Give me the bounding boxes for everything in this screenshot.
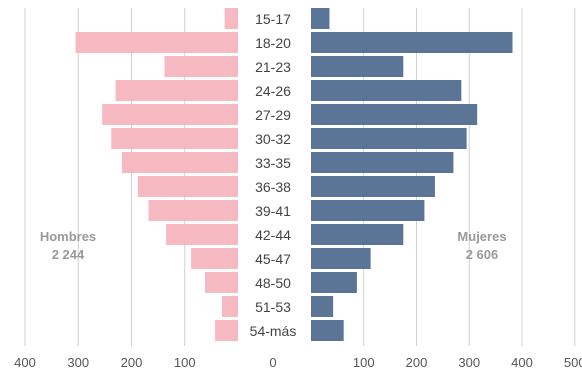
bar-hombres-33-35 <box>121 152 238 173</box>
bar-hombres-18-20 <box>75 32 239 53</box>
right-axis-ticks: 100 200 300 400 500 <box>353 355 582 370</box>
mujeres-legend-label: Mujeres <box>457 229 506 244</box>
tick-right-100: 100 <box>353 355 375 370</box>
age-label-48-50: 48-50 <box>255 275 291 291</box>
age-label-36-38: 36-38 <box>255 179 291 195</box>
bar-hombres-21-23 <box>164 56 238 77</box>
age-label-33-35: 33-35 <box>255 155 291 171</box>
bar-mujeres-24-26 <box>311 80 462 101</box>
bar-mujeres-51-53 <box>311 296 334 317</box>
bar-mujeres-54-más <box>311 320 344 341</box>
bar-mujeres-45-47 <box>311 248 371 269</box>
bar-mujeres-27-29 <box>311 104 478 125</box>
bar-hombres-15-17 <box>224 8 238 29</box>
tick-left-200: 200 <box>121 355 143 370</box>
bar-hombres-27-29 <box>102 104 239 125</box>
center-zero-tick: 0 <box>269 355 276 370</box>
age-label-15-17: 15-17 <box>255 11 291 27</box>
tick-left-400: 400 <box>14 355 36 370</box>
bar-hombres-36-38 <box>137 176 238 197</box>
hombres-bars <box>75 8 239 341</box>
tick-right-500: 500 <box>564 355 582 370</box>
bar-hombres-30-32 <box>111 128 238 149</box>
bar-mujeres-48-50 <box>311 272 357 293</box>
bar-mujeres-33-35 <box>311 152 454 173</box>
bar-hombres-51-53 <box>222 296 238 317</box>
bar-hombres-39-41 <box>148 200 238 221</box>
age-label-21-23: 21-23 <box>255 59 291 75</box>
age-label-39-41: 39-41 <box>255 203 291 219</box>
tick-right-200: 200 <box>406 355 428 370</box>
tick-left-100: 100 <box>174 355 196 370</box>
age-label-51-53: 51-53 <box>255 299 291 315</box>
age-label-45-47: 45-47 <box>255 251 291 267</box>
age-label-54-más: 54-más <box>250 323 297 339</box>
bar-mujeres-21-23 <box>311 56 404 77</box>
age-group-labels: 15-17 18-20 21-23 24-26 27-29 30-32 33-35 36-38… <box>250 11 297 339</box>
tick-right-400: 400 <box>511 355 533 370</box>
bar-mujeres-36-38 <box>311 176 435 197</box>
bar-hombres-42-44 <box>166 224 238 245</box>
bar-mujeres-18-20 <box>311 32 513 53</box>
tick-left-300: 300 <box>67 355 89 370</box>
age-label-24-26: 24-26 <box>255 83 291 99</box>
bar-hombres-48-50 <box>204 272 238 293</box>
bar-mujeres-42-44 <box>311 224 404 245</box>
hombres-total: 2 244 <box>52 247 85 262</box>
age-label-27-29: 27-29 <box>255 107 291 123</box>
mujeres-bars <box>311 8 513 341</box>
age-label-30-32: 30-32 <box>255 131 291 147</box>
age-label-18-20: 18-20 <box>255 35 291 51</box>
left-axis-ticks: 400 300 200 100 <box>14 355 195 370</box>
bar-hombres-24-26 <box>115 80 238 101</box>
tick-right-300: 300 <box>458 355 480 370</box>
bar-mujeres-30-32 <box>311 128 467 149</box>
age-label-42-44: 42-44 <box>255 227 291 243</box>
bar-hombres-54-más <box>215 320 238 341</box>
mujeres-total: 2 606 <box>466 247 499 262</box>
bar-hombres-45-47 <box>191 248 238 269</box>
hombres-legend-label: Hombres <box>40 229 96 244</box>
bar-mujeres-15-17 <box>311 8 330 29</box>
bar-mujeres-39-41 <box>311 200 425 221</box>
